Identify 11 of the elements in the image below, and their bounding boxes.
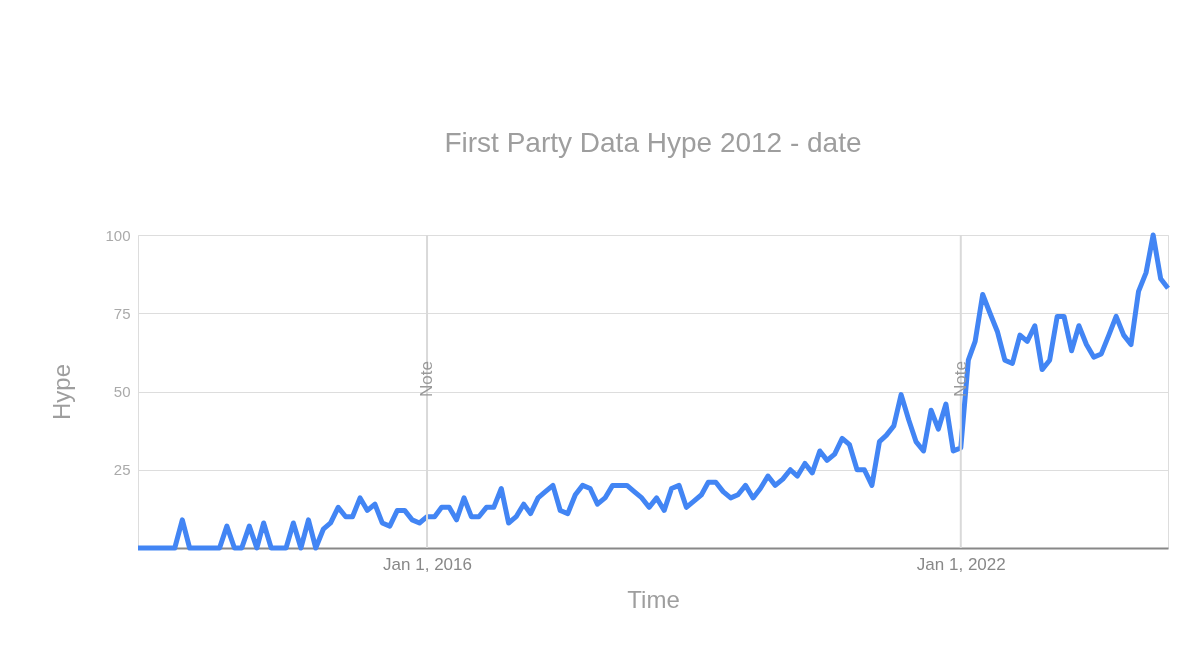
chart-title: First Party Data Hype 2012 - date xyxy=(444,127,862,158)
y-tick-label: 75 xyxy=(113,304,131,322)
x-axis-title: Time xyxy=(627,585,680,613)
y-axis-title: Hype xyxy=(48,363,76,421)
y-tick-label: 25 xyxy=(113,461,131,479)
y-tick-label: 50 xyxy=(113,383,131,400)
x-tick-label: Jan 1, 2016 xyxy=(383,554,472,574)
ref-line-label: Note xyxy=(417,361,437,397)
ref-line-label: Note xyxy=(950,361,970,397)
x-tick-label: Jan 1, 2022 xyxy=(916,554,1006,574)
y-tick-label: 100 xyxy=(105,226,131,244)
